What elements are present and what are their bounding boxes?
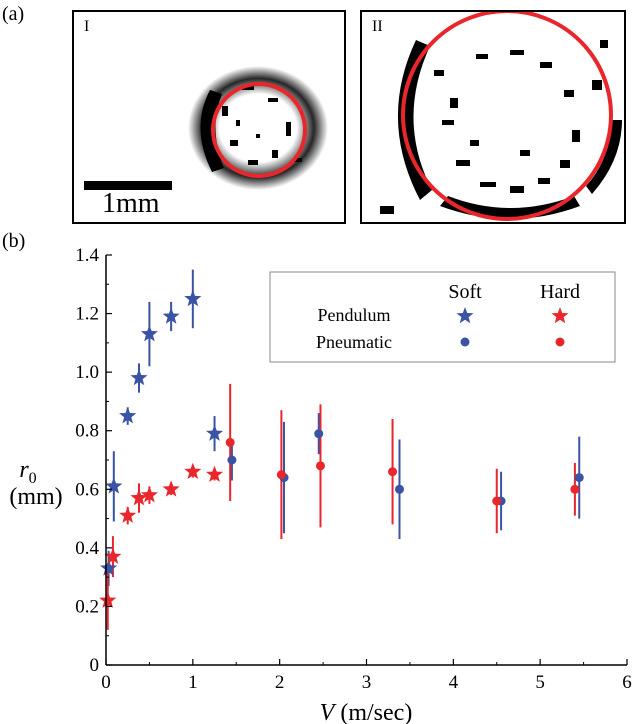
hard-pneumatic-point <box>570 484 580 494</box>
y-tick-label: 0.6 <box>75 479 99 500</box>
soft-pendulum-point <box>130 369 148 386</box>
hard-pneumatic-point <box>388 467 398 477</box>
legend-row-pneumatic: Pneumatic <box>316 332 392 352</box>
y-tick-label: 0.2 <box>75 596 99 617</box>
soft-pendulum-point <box>105 477 123 494</box>
soft-pendulum-point <box>205 424 224 441</box>
x-tick-label: 0 <box>101 672 111 693</box>
soft-pendulum-point <box>140 325 158 342</box>
y-tick-label: 1.4 <box>75 245 99 266</box>
hard-pneumatic-point <box>225 437 235 447</box>
soft-pendulum-point <box>100 559 118 576</box>
y-axis-label-subscript: 0 <box>29 470 37 487</box>
hard-pendulum-point <box>119 506 137 523</box>
crater-image-I <box>188 66 328 190</box>
hard-pendulum-point <box>130 489 148 506</box>
y-tick-label: 1.0 <box>75 362 99 383</box>
hard-pendulum-point <box>184 462 202 479</box>
y-axis-label-unit: (mm) <box>9 484 62 510</box>
legend-marker-soft-pneumatic <box>460 337 470 347</box>
hard-pendulum-point <box>205 465 224 482</box>
crater-image-II <box>380 12 622 221</box>
scale-bar-label: 1mm <box>102 188 160 219</box>
legend-col-soft: Soft <box>448 281 482 303</box>
hard-pendulum-point <box>99 591 117 608</box>
soft-pneumatic-point <box>394 484 404 494</box>
hard-pendulum-point <box>140 486 158 503</box>
x-tick-label: 4 <box>449 672 459 693</box>
x-axis-label: V (m/sec) <box>320 700 413 724</box>
legend-marker-hard-pendulum <box>551 307 569 324</box>
image-panel-I: I 1mm <box>72 10 346 224</box>
legend-marker-hard-pneumatic <box>555 337 565 347</box>
y-tick-label: 0.4 <box>75 538 99 559</box>
y-axis-label-symbol: r0 <box>19 457 36 487</box>
y-tick-label: 0.8 <box>75 421 99 442</box>
x-tick-label: 5 <box>535 672 545 693</box>
panel-a-label: (a) <box>2 3 25 25</box>
soft-pendulum-point <box>184 289 202 307</box>
x-tick-label: 2 <box>275 672 285 693</box>
hard-pendulum-point <box>162 480 180 497</box>
legend-marker-soft-pendulum <box>456 307 474 324</box>
x-axis-label-unit: (m/sec) <box>334 700 412 724</box>
legend-col-hard: Hard <box>540 281 580 303</box>
soft-pneumatic-point <box>227 455 237 465</box>
legend-row-pendulum: Pendulum <box>317 305 390 325</box>
soft-pneumatic-point <box>574 473 584 483</box>
soft-pendulum-point <box>119 407 137 424</box>
image-panel-II: II <box>360 10 626 224</box>
scale-bar <box>84 181 172 190</box>
y-tick-label: 0 <box>90 655 100 676</box>
hard-pendulum-point <box>104 547 122 564</box>
x-axis-label-var: V <box>320 700 337 724</box>
soft-pendulum-point <box>162 307 180 324</box>
x-tick-label: 3 <box>362 672 372 693</box>
y-tick-label: 1.2 <box>75 304 99 325</box>
hard-pneumatic-point <box>492 496 502 506</box>
hard-pneumatic-point <box>276 470 286 480</box>
soft-pneumatic-point <box>314 429 324 439</box>
image-panel-I-tag: I <box>84 18 90 35</box>
image-panel-II-tag: II <box>372 18 383 35</box>
panel-b-label: (b) <box>2 230 26 252</box>
hard-pneumatic-point <box>315 461 325 471</box>
x-tick-label: 1 <box>188 672 198 693</box>
x-tick-label: 6 <box>622 672 632 693</box>
